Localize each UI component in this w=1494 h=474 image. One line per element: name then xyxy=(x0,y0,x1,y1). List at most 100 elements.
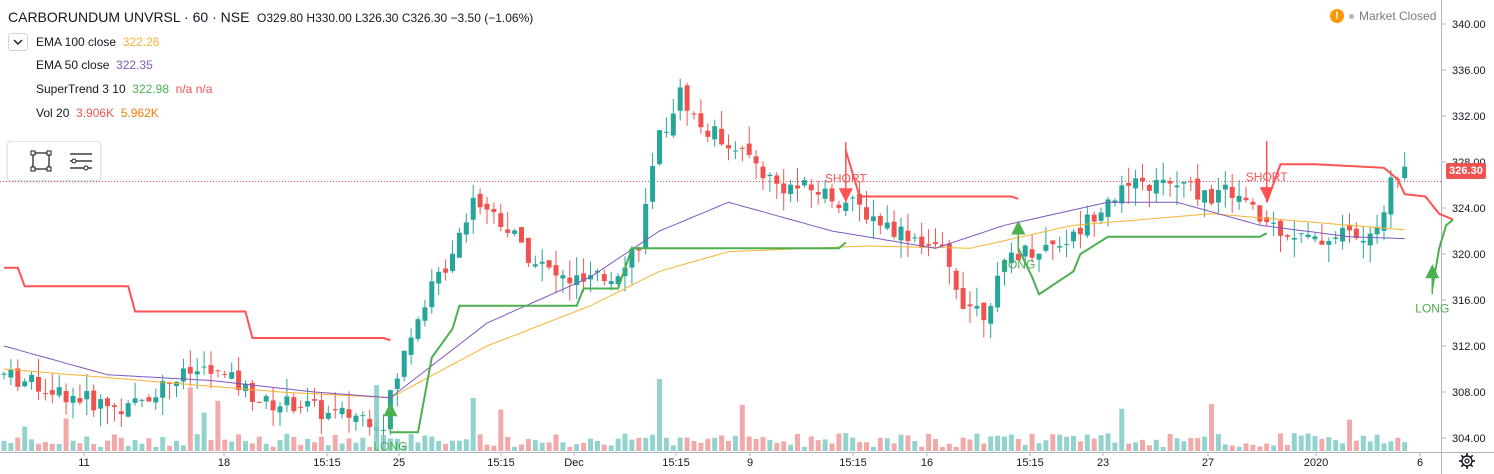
candle-body xyxy=(125,403,131,417)
candle-body xyxy=(567,277,573,284)
volume-bar xyxy=(588,438,593,451)
candle-body xyxy=(422,307,428,321)
candle-body xyxy=(1043,244,1049,251)
volume-bar xyxy=(15,437,21,451)
legend-collapse-button[interactable] xyxy=(8,33,28,51)
candle-body xyxy=(305,401,311,407)
candle-body xyxy=(429,281,435,308)
volume-bar xyxy=(829,443,835,451)
rectangle-tool-button[interactable] xyxy=(28,148,54,174)
volume-bar xyxy=(1305,433,1311,451)
candle-body xyxy=(670,113,676,136)
volume-bar xyxy=(346,438,352,451)
long-arrow-icon xyxy=(1425,264,1440,279)
legend-volume[interactable]: Vol 20 3.906K 5.962K xyxy=(36,106,159,120)
volume-bar xyxy=(29,439,35,451)
volume-bar xyxy=(1015,438,1021,451)
candle-body xyxy=(1119,185,1125,204)
legend-ema100[interactable]: EMA 100 close 322.26 xyxy=(36,35,160,49)
symbol-title[interactable]: CARBORUNDUM UNVRSL · 60 · NSE xyxy=(8,9,250,25)
volume-bar xyxy=(919,446,925,451)
candle-body xyxy=(284,396,290,406)
volume-bar xyxy=(732,435,738,451)
volume-bar xyxy=(132,440,138,451)
volume-bar xyxy=(415,442,421,451)
gear-icon[interactable] xyxy=(1458,452,1476,470)
candle-body xyxy=(118,411,124,415)
volume-bar xyxy=(456,440,462,451)
candle-body xyxy=(1,373,7,375)
volume-bar xyxy=(1146,445,1152,451)
volume-bar xyxy=(229,441,235,451)
candle-body xyxy=(505,229,511,233)
volume-bar xyxy=(684,437,690,451)
price-tick-label: 336.00 xyxy=(1452,65,1486,77)
candle-body xyxy=(401,350,407,377)
volume-bar xyxy=(1,440,7,451)
market-status[interactable]: ! Market Closed xyxy=(1330,9,1436,23)
time-tick-label: 2020 xyxy=(1304,457,1328,469)
candle-body xyxy=(201,366,207,368)
volume-bar xyxy=(539,442,545,451)
candle-body xyxy=(360,415,366,417)
candle-body xyxy=(477,193,483,208)
volume-bar xyxy=(926,433,932,451)
volume-bar xyxy=(1395,437,1401,451)
candle-body xyxy=(1381,212,1387,231)
candle-body xyxy=(1050,240,1056,245)
candle-body xyxy=(1174,185,1180,188)
list-tool-button[interactable] xyxy=(68,148,94,174)
volume-bar xyxy=(1243,443,1249,451)
volume-bar xyxy=(1071,435,1076,451)
volume-bar xyxy=(1091,438,1097,451)
short-signal-label: SHORT xyxy=(1246,170,1288,184)
candle-body xyxy=(1160,179,1166,184)
volume-bar xyxy=(1264,443,1270,451)
candle-body xyxy=(1071,231,1076,242)
volume-bar xyxy=(42,442,48,451)
candle-body xyxy=(933,242,938,245)
candle-body xyxy=(1250,201,1256,205)
candle-body xyxy=(63,391,69,403)
candle-body xyxy=(574,275,580,286)
time-tick-label: 15:15 xyxy=(662,457,690,469)
volume-bar xyxy=(953,446,959,451)
candle-body xyxy=(77,398,83,403)
candle-body xyxy=(898,226,904,241)
candle-body xyxy=(1126,182,1132,186)
candle-body xyxy=(815,192,821,195)
volume-bar xyxy=(429,436,435,451)
legend-supertrend[interactable]: SuperTrend 3 10 322.98 n/a n/a xyxy=(36,82,213,96)
time-tick-label: 11 xyxy=(78,457,89,469)
volume-bar xyxy=(353,442,359,451)
legend-ema50[interactable]: EMA 50 close 322.35 xyxy=(36,58,153,72)
candle-body xyxy=(691,113,697,115)
candle-body xyxy=(463,222,469,235)
volume-bar xyxy=(443,443,449,451)
candle-body xyxy=(1105,199,1111,217)
volume-bar xyxy=(1229,445,1235,451)
candle-body xyxy=(1236,195,1242,202)
volume-bar xyxy=(567,446,573,451)
candle-body xyxy=(891,221,897,237)
candle-body xyxy=(553,265,559,276)
candle-body xyxy=(981,302,987,321)
volume-bar xyxy=(270,446,276,451)
price-tick-label: 324.00 xyxy=(1452,203,1486,215)
volume-bar xyxy=(1333,440,1339,451)
volume-bar xyxy=(1008,434,1014,451)
candle-body xyxy=(1305,234,1311,238)
volume-bar xyxy=(422,435,428,451)
candle-body xyxy=(519,227,524,243)
candle-body xyxy=(491,208,497,213)
volume-bar xyxy=(243,441,248,451)
candle-body xyxy=(601,274,607,282)
time-tick-label: Dec xyxy=(564,457,584,469)
volume-bar xyxy=(1043,440,1049,451)
candle-body xyxy=(29,374,35,382)
volume-bar xyxy=(946,443,952,451)
candle-body xyxy=(1112,200,1118,204)
candle-body xyxy=(318,400,324,420)
volume-bar xyxy=(187,387,193,451)
